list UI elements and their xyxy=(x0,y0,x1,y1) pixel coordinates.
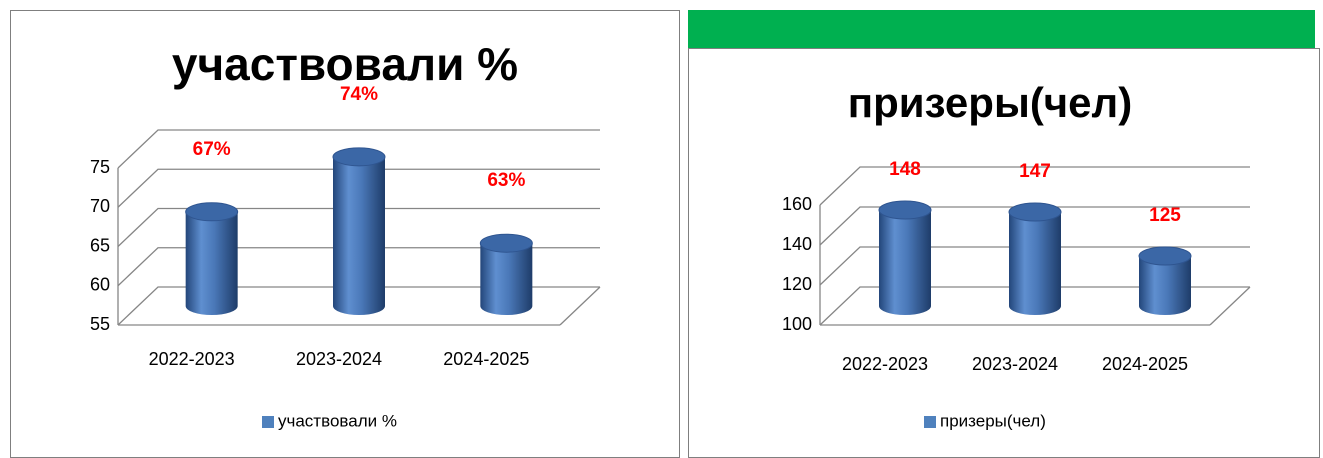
grid-line xyxy=(819,166,1250,206)
cylinder-body xyxy=(333,156,385,315)
bar xyxy=(479,233,533,315)
axis-line xyxy=(559,286,601,326)
bar xyxy=(1008,202,1062,315)
chart-frame xyxy=(688,48,1320,458)
x-tick-label: 2023-2024 xyxy=(296,349,382,369)
y-tick-label: 75 xyxy=(90,157,110,177)
axis-line xyxy=(1209,286,1251,326)
cylinder-top xyxy=(878,200,932,220)
cylinder-top xyxy=(1138,246,1192,266)
cylinder-body xyxy=(1009,212,1061,315)
grid-line xyxy=(117,207,600,247)
grid-line xyxy=(819,206,1250,246)
bar xyxy=(1138,246,1192,315)
x-tick-label: 2022-2023 xyxy=(842,354,928,374)
data-label: 125 xyxy=(1149,205,1181,226)
y-tick-label: 60 xyxy=(90,275,110,295)
cylinder-top xyxy=(332,147,386,167)
x-tick-label: 2023-2024 xyxy=(972,354,1058,374)
y-tick-label: 160 xyxy=(782,194,812,214)
y-tick-label: 120 xyxy=(782,274,812,294)
data-label: 148 xyxy=(889,159,921,180)
grid-line xyxy=(117,286,600,326)
cylinder-top xyxy=(479,233,533,253)
legend-label: участвовали % xyxy=(278,411,397,430)
grid-line xyxy=(819,286,1250,326)
data-label: 74% xyxy=(340,84,378,105)
grid-line xyxy=(117,168,600,208)
cylinder-top xyxy=(185,202,239,222)
cylinder-body xyxy=(879,210,931,315)
grid-line xyxy=(819,246,1250,286)
chart-title: призеры(чел) xyxy=(848,79,1132,126)
cylinder-body xyxy=(185,211,238,315)
bar xyxy=(878,200,932,315)
data-label: 63% xyxy=(487,170,525,191)
y-tick-label: 65 xyxy=(90,235,110,255)
grid-line xyxy=(117,129,600,169)
y-tick-label: 100 xyxy=(782,314,812,334)
data-label: 67% xyxy=(193,139,231,160)
grid-line xyxy=(117,247,600,287)
cylinder-body xyxy=(480,243,533,315)
legend-label: призеры(чел) xyxy=(940,411,1046,430)
x-tick-label: 2022-2023 xyxy=(149,349,235,369)
legend-swatch xyxy=(924,416,936,428)
legend-swatch xyxy=(262,416,274,428)
y-tick-label: 55 xyxy=(90,314,110,334)
y-tick-label: 70 xyxy=(90,196,110,216)
cylinder-body xyxy=(1139,256,1191,315)
banner xyxy=(688,10,1315,48)
x-tick-label: 2024-2025 xyxy=(1102,354,1188,374)
chart-title: участвовали % xyxy=(172,38,518,90)
bar xyxy=(332,147,386,315)
bar xyxy=(185,202,239,315)
y-tick-label: 140 xyxy=(782,234,812,254)
data-label: 147 xyxy=(1019,161,1051,182)
x-tick-label: 2024-2025 xyxy=(443,349,529,369)
cylinder-top xyxy=(1008,202,1062,222)
